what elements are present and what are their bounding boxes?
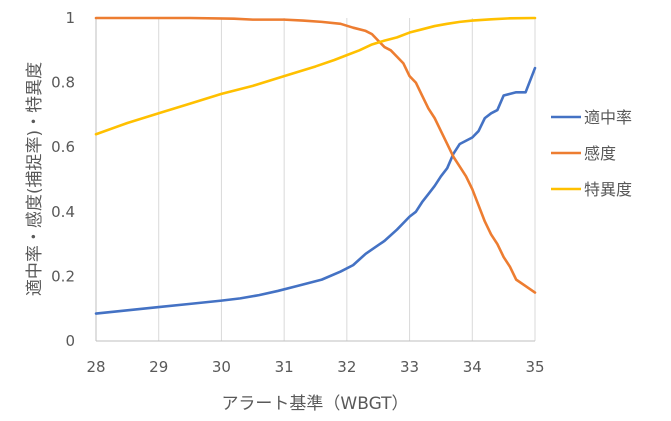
x-tick-label: 32 xyxy=(337,358,356,376)
y-tick-label: 0.4 xyxy=(51,203,75,221)
y-tick-label: 0 xyxy=(65,332,75,350)
series-line-2 xyxy=(94,16,537,294)
y-tick-label: 1 xyxy=(65,9,75,27)
y-tick-label: 0.2 xyxy=(51,267,75,285)
series-lines xyxy=(94,16,537,315)
x-tick-label: 35 xyxy=(525,358,544,376)
legend-label: 感度 xyxy=(584,144,616,163)
gridlines xyxy=(95,18,536,341)
axes xyxy=(95,18,535,342)
x-axis-title: アラート基準（WBGT） xyxy=(221,394,408,414)
x-tick-label: 28 xyxy=(86,358,105,376)
x-tick-label: 30 xyxy=(212,358,231,376)
x-tick-label: 33 xyxy=(400,358,419,376)
y-axis-title: 適中率・感度(捕捉率)・特異度 xyxy=(25,62,45,296)
x-tick-label: 31 xyxy=(275,358,294,376)
y-tick-label: 0.6 xyxy=(51,138,75,156)
legend-label: 特異度 xyxy=(584,180,632,199)
y-tick-label: 0.8 xyxy=(51,74,75,92)
x-tick-label: 29 xyxy=(149,358,168,376)
legend-label: 適中率 xyxy=(584,108,632,127)
series-line-1 xyxy=(94,66,537,315)
tick-labels: 28 29 30 31 32 33 34 35 0 0.2 0.4 0.6 0.8 1 xyxy=(51,9,544,376)
x-tick-label: 34 xyxy=(463,358,482,376)
series-line-3 xyxy=(94,16,537,136)
